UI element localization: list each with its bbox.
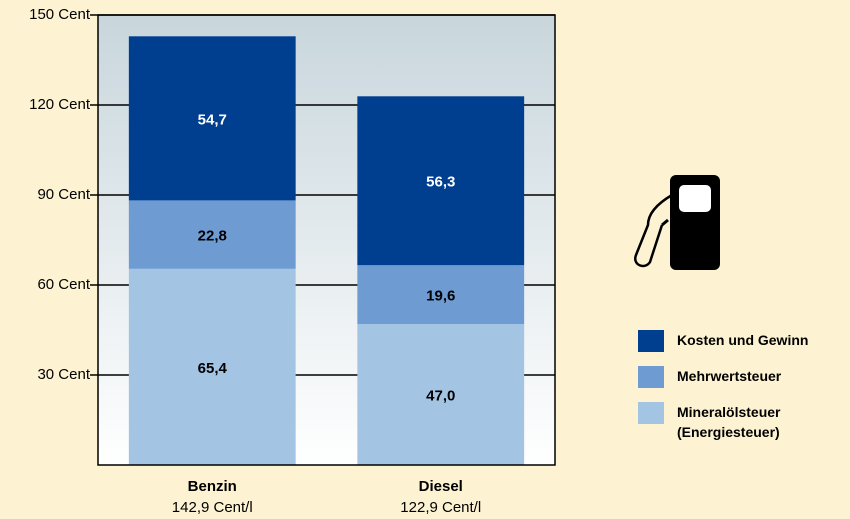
- legend-swatch: [638, 402, 664, 424]
- y-tick-label: 120 Cent: [29, 96, 91, 113]
- bar-segment: [128, 36, 296, 201]
- bar-segment: [357, 324, 525, 465]
- value-label: 65,4: [198, 360, 228, 377]
- value-label: 56,3: [426, 174, 455, 191]
- legend-item: Mineralölsteuer (Energiesteuer): [638, 402, 850, 442]
- value-label: 47,0: [426, 387, 455, 404]
- legend-label: Mineralölsteuer (Energiesteuer): [677, 404, 781, 440]
- y-tick-label: 30 Cent: [37, 366, 90, 383]
- y-tick-label: 60 Cent: [37, 276, 90, 293]
- bar-segment: [357, 265, 525, 324]
- legend-label: Mehrwertsteuer: [677, 368, 782, 384]
- value-label: 54,7: [198, 111, 227, 128]
- legend-label: Kosten und Gewinn: [677, 332, 809, 348]
- bar-segment: [128, 268, 296, 465]
- bar-segment: [357, 96, 525, 266]
- x-tick-label: Diesel: [419, 478, 463, 495]
- legend-swatch: [638, 366, 664, 388]
- legend-item: Kosten und Gewinn: [638, 330, 850, 352]
- x-tick-sublabel: 122,9 Cent/l: [400, 499, 481, 516]
- x-tick-sublabel: 142,9 Cent/l: [172, 499, 253, 516]
- x-tick-label: Benzin: [188, 478, 237, 495]
- bar-segment: [128, 200, 296, 269]
- legend-swatch: [638, 330, 664, 352]
- value-label: 19,6: [426, 288, 455, 305]
- legend-item: Mehrwertsteuer: [638, 366, 850, 388]
- y-tick-label: 150 Cent: [29, 6, 91, 23]
- value-label: 22,8: [198, 228, 227, 245]
- legend: Kosten und Gewinn Mehrwertsteuer Mineralöl…: [638, 330, 850, 456]
- fuel-pump-icon: [634, 175, 720, 270]
- y-tick-label: 90 Cent: [37, 186, 90, 203]
- plot-frame: [97, 14, 556, 466]
